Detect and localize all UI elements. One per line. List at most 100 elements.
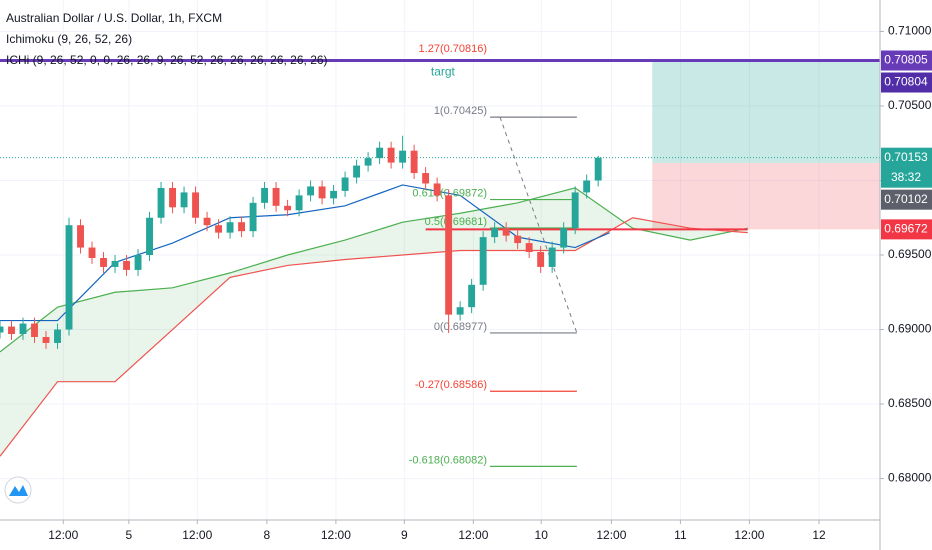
candle-body: [249, 202, 257, 232]
plot: 1.27(0.70816) 1(0.70425) 0.618(0.69872) 0.5…: [0, 0, 880, 520]
price-badge-label: 0.69672: [884, 222, 928, 236]
indicator-line: [0, 184, 610, 322]
indicator-line: [0, 217, 748, 457]
target-zone: [652, 60, 880, 164]
candle-body: [261, 187, 269, 203]
y-tick-label: 0.69000: [888, 322, 932, 336]
y-tick-label: 0.71000: [888, 24, 932, 38]
candle-body: [54, 329, 61, 343]
candle-body: [560, 228, 568, 248]
candle-body: [272, 187, 280, 206]
candle-body: [215, 225, 223, 233]
price-badge-label: 0.70804: [884, 75, 928, 89]
candle-body: [226, 222, 234, 233]
cloud-fill: [0, 187, 748, 457]
price-badge: [881, 72, 932, 93]
fib-label: -0.618(0.68082): [409, 454, 487, 466]
candle-body: [238, 222, 246, 232]
candle-body: [100, 257, 107, 267]
candle-body: [284, 205, 292, 211]
y-tick-label: 0.70500: [888, 98, 932, 112]
x-tick-label: 9: [401, 528, 408, 542]
countdown: 38:32: [891, 170, 921, 184]
annotation: targt: [431, 65, 456, 79]
candle-body: [445, 195, 453, 315]
y-tick-label: 0.68500: [888, 396, 932, 410]
fib-label: 0(0.68977): [434, 321, 487, 333]
price-badge-label: 0.70805: [884, 53, 928, 67]
candle-body: [410, 150, 418, 174]
y-tick-label: 0.68000: [888, 471, 932, 485]
chart-title: Australian Dollar / U.S. Dollar, 1h, FXC…: [6, 11, 222, 25]
price-badge: [881, 219, 932, 240]
x-tick-label: 12:00: [734, 528, 764, 542]
candle-body: [364, 158, 372, 166]
fib-label: -0.27(0.68586): [415, 379, 487, 391]
candle-body: [88, 247, 96, 258]
candle-body: [307, 186, 315, 196]
indicator-line: [0, 187, 748, 353]
candle-body: [0, 326, 4, 333]
x-tick-label: 12: [812, 528, 826, 542]
x-tick-label: 10: [535, 528, 549, 542]
candle-body: [422, 173, 430, 184]
x-tick-label: 8: [264, 528, 271, 542]
candle-body: [502, 228, 510, 236]
x-tick-label: 12:00: [458, 528, 488, 542]
candle-body: [8, 326, 15, 334]
candle-body: [456, 307, 464, 315]
candle-body: [479, 237, 487, 285]
x-tick-label: 12:00: [48, 528, 78, 542]
fib-label: 0.618(0.69872): [412, 187, 487, 199]
candle-body: [525, 243, 533, 253]
candle-body: [77, 225, 84, 248]
logo: [4, 476, 32, 504]
fib-label: 1.27(0.70816): [419, 43, 488, 55]
candle-body: [203, 217, 211, 226]
indicator-label: Ichimoku (9, 26, 52, 26): [6, 32, 132, 46]
candle-body: [583, 180, 591, 193]
candle-body: [123, 260, 130, 270]
candle-body: [387, 147, 395, 163]
candle-body: [433, 183, 441, 196]
candle-body: [146, 217, 153, 256]
candle-body: [192, 192, 200, 218]
fib-label: 0.5(0.69681): [425, 216, 487, 228]
candle-body: [330, 190, 338, 199]
candle-body: [514, 235, 522, 244]
candle-body: [134, 255, 142, 270]
x-tick-label: 12:00: [596, 528, 626, 542]
x-tick-label: 5: [125, 528, 132, 542]
candle-body: [376, 147, 384, 159]
candle-body: [341, 177, 349, 191]
candle-body: [42, 336, 50, 343]
price-badge: [881, 50, 932, 71]
x-tick-label: 12:00: [321, 528, 351, 542]
candle-body: [19, 323, 27, 334]
candle-body: [65, 225, 73, 330]
indicator-label: ICHi (9, 26, 52, 0, 0, 26, 26, 9, 26, 52…: [6, 53, 328, 67]
candle-body: [571, 192, 579, 229]
candle-body: [353, 165, 361, 178]
price-badge: [881, 147, 932, 188]
candle-body: [318, 186, 326, 199]
y-tick-label: 0.69500: [888, 247, 932, 261]
fib-label: 1(0.70425): [434, 105, 487, 117]
candle-body: [111, 260, 119, 267]
candle-body: [180, 192, 188, 208]
price-badge-label: 0.70102: [884, 192, 928, 206]
candle-body: [31, 323, 38, 337]
x-tick-label: 12:00: [182, 528, 212, 542]
candle-body: [491, 228, 499, 238]
x-tick-label: 11: [674, 528, 687, 542]
price-badge: [881, 189, 932, 210]
candle-body: [594, 157, 602, 181]
candle-body: [169, 187, 176, 208]
candle-body: [537, 252, 545, 267]
candle-body: [157, 187, 165, 218]
candle-body: [399, 150, 407, 163]
fib-trend: [499, 116, 578, 334]
stop-zone: [652, 163, 880, 230]
